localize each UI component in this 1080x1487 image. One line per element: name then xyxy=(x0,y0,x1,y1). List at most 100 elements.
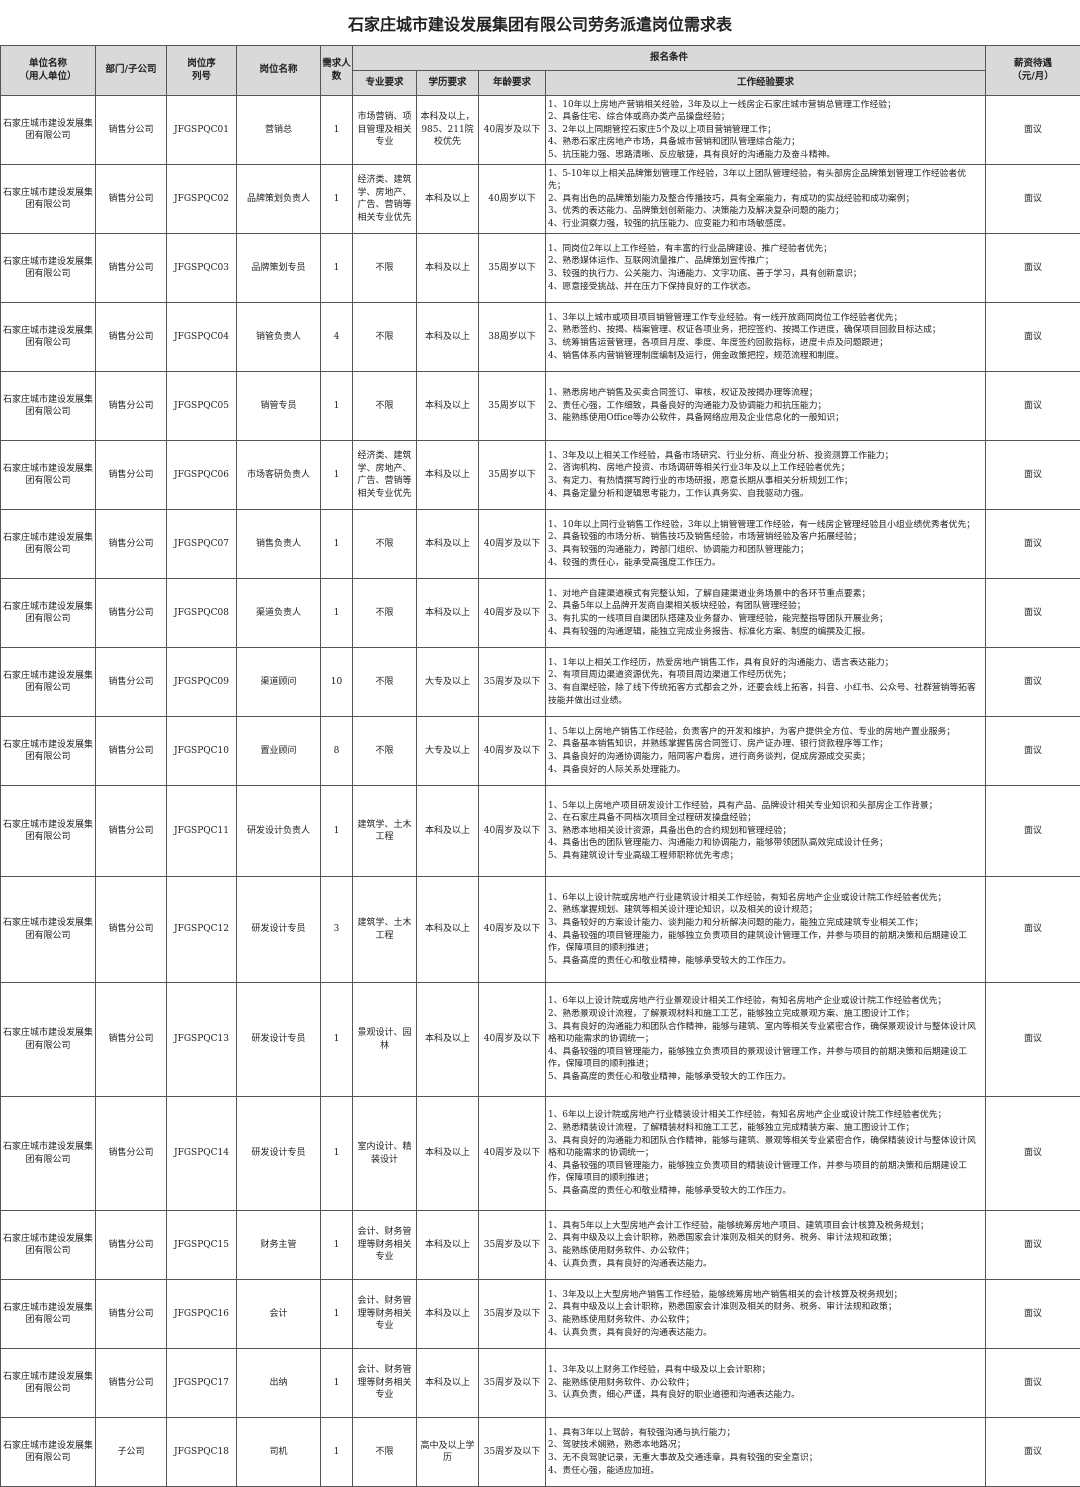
exp-item: 2、咨询机构、房地产投资、市场调研等相关行业3年及以上工作经验者优先； xyxy=(548,462,983,475)
cell-unit: 石家庄城市建设发展集团有限公司 xyxy=(1,441,96,510)
exp-item: 2、具备5年以上品牌开发商自渠相关板块经验，有团队管理经验； xyxy=(548,600,983,613)
exp-item: 1、1年以上相关工作经历，热爱房地产销售工作，具有良好的沟通能力、语言表达能力； xyxy=(548,657,983,670)
cell-major: 不限 xyxy=(353,234,417,303)
exp-item: 3、具备较好的方案设计能力、谈判能力和分析解决问题的能力，能独立完成建筑专业相关… xyxy=(548,917,983,930)
exp-item: 3、能熟练使用财务软件、办公软件； xyxy=(548,1245,983,1258)
header-exp: 工作经验要求 xyxy=(546,71,986,96)
cell-position: 研发设计负责人 xyxy=(237,786,321,877)
exp-item: 2、具有出色的品牌策划能力及整合传播技巧，具有全案能力，有成功的实战经验和成功案… xyxy=(548,193,983,206)
cell-edu: 本科及以上 xyxy=(417,303,479,372)
cell-dept: 销售分公司 xyxy=(96,96,167,165)
cell-unit: 石家庄城市建设发展集团有限公司 xyxy=(1,1211,96,1280)
cell-unit: 石家庄城市建设发展集团有限公司 xyxy=(1,1097,96,1211)
cell-position: 出纳 xyxy=(237,1349,321,1418)
cell-position: 销管负责人 xyxy=(237,303,321,372)
exp-item: 1、5年以上房地产项目研发设计工作经验，具有产品、品牌设计相关专业知识和头部房企… xyxy=(548,800,983,813)
cell-code: JFGSPQC12 xyxy=(167,877,237,983)
exp-item: 2、能熟练使用财务软件、办公软件； xyxy=(548,1377,983,1390)
exp-item: 3、有自渠经验，除了线下传统拓客方式都会之外，还要会线上拓客，抖音、小红书、公众… xyxy=(548,682,983,707)
cell-exp: 1、具有3年以上驾龄，有较强沟通与执行能力；2、驾驶技术娴熟，熟悉本地路况；3、… xyxy=(546,1418,986,1487)
cell-major: 室内设计、精装设计 xyxy=(353,1097,417,1211)
header-position: 岗位名称 xyxy=(237,46,321,96)
cell-age: 35周岁以下 xyxy=(479,372,546,441)
cell-code: JFGSPQC06 xyxy=(167,441,237,510)
cell-position: 会计 xyxy=(237,1280,321,1349)
cell-edu: 本科及以上 xyxy=(417,877,479,983)
cell-exp: 1、6年以上设计院或房地产行业景观设计相关工作经验，有知名房地产企业或设计院工作… xyxy=(546,983,986,1097)
cell-salary: 面议 xyxy=(986,983,1080,1097)
cell-salary: 面议 xyxy=(986,1211,1080,1280)
cell-exp: 1、3年及以上大型房地产销售工作经验，能够统筹房地产销售相关的会计核算及税务规划… xyxy=(546,1280,986,1349)
cell-position: 品牌策划负责人 xyxy=(237,165,321,234)
cell-count: 1 xyxy=(321,1349,353,1418)
exp-item: 4、认真负责，具有良好的沟通表达能力。 xyxy=(548,1258,983,1271)
exp-item: 3、无不良驾驶记录，无重大事故及交通违章，具有较强的安全意识； xyxy=(548,1452,983,1465)
cell-count: 1 xyxy=(321,1280,353,1349)
cell-exp: 1、10年以上同行业销售工作经验，3年以上销管管理工作经验，有一线房企管理经验且… xyxy=(546,510,986,579)
cell-code: JFGSPQC01 xyxy=(167,96,237,165)
cell-major: 建筑学、土木工程 xyxy=(353,786,417,877)
exp-item: 3、能熟练使用财务软件、办公软件； xyxy=(548,1314,983,1327)
cell-dept: 销售分公司 xyxy=(96,579,167,648)
exp-item: 4、认真负责，具有良好的沟通表达能力。 xyxy=(548,1327,983,1340)
cell-salary: 面议 xyxy=(986,1418,1080,1487)
cell-unit: 石家庄城市建设发展集团有限公司 xyxy=(1,579,96,648)
cell-salary: 面议 xyxy=(986,234,1080,303)
cell-age: 35周岁及以下 xyxy=(479,648,546,717)
cell-position: 营销总 xyxy=(237,96,321,165)
cell-age: 40周岁以下 xyxy=(479,165,546,234)
exp-item: 1、5-10年以上相关品牌策划管理工作经验，3年以上团队管理经验，有头部房企品牌… xyxy=(548,168,983,193)
cell-dept: 销售分公司 xyxy=(96,1280,167,1349)
cell-edu: 本科及以上 xyxy=(417,1211,479,1280)
cell-dept: 销售分公司 xyxy=(96,648,167,717)
cell-major: 不限 xyxy=(353,303,417,372)
cell-count: 1 xyxy=(321,234,353,303)
cell-code: JFGSPQC03 xyxy=(167,234,237,303)
cell-position: 市场客研负责人 xyxy=(237,441,321,510)
exp-item: 3、熟悉本地相关设计资源，具备出色的合约规划和管理经验； xyxy=(548,825,983,838)
cell-exp: 1、同岗位2年以上工作经验，有丰富的行业品牌建设、推广经验者优先；2、熟悉媒体运… xyxy=(546,234,986,303)
exp-item: 3、认真负责，细心严谨，具有良好的职业道德和沟通表达能力。 xyxy=(548,1389,983,1402)
cell-position: 研发设计专员 xyxy=(237,1097,321,1211)
cell-position: 渠道负责人 xyxy=(237,579,321,648)
exp-item: 3、有定力、有热情撰写跨行业的市场研报，愿意长期从事相关分析规划工作； xyxy=(548,475,983,488)
cell-unit: 石家庄城市建设发展集团有限公司 xyxy=(1,96,96,165)
exp-item: 2、具有中级及以上会计职称，熟悉国家会计准则及相关的财务、税务、审计法规和政策； xyxy=(548,1232,983,1245)
cell-salary: 面议 xyxy=(986,579,1080,648)
cell-code: JFGSPQC13 xyxy=(167,983,237,1097)
cell-position: 渠道顾问 xyxy=(237,648,321,717)
cell-count: 3 xyxy=(321,877,353,983)
exp-item: 4、熟悉石家庄房地产市场，具备城市营销和团队管理综合能力； xyxy=(548,136,983,149)
cell-unit: 石家庄城市建设发展集团有限公司 xyxy=(1,510,96,579)
cell-dept: 销售分公司 xyxy=(96,1097,167,1211)
cell-edu: 本科及以上 xyxy=(417,510,479,579)
cell-salary: 面议 xyxy=(986,877,1080,983)
cell-edu: 本科及以上 xyxy=(417,165,479,234)
exp-item: 2、责任心强，工作细致，具备良好的沟通能力及协调能力和抗压能力； xyxy=(548,400,983,413)
cell-salary: 面议 xyxy=(986,1280,1080,1349)
cell-major: 会计、财务管理等财务相关专业 xyxy=(353,1211,417,1280)
cell-unit: 石家庄城市建设发展集团有限公司 xyxy=(1,648,96,717)
exp-item: 3、较强的执行力、公关能力、沟通能力、文字功底、善于学习，具有创新意识； xyxy=(548,268,983,281)
cell-major: 经济类、建筑学、房地产、广告、营销等相关专业优先 xyxy=(353,165,417,234)
cell-salary: 面议 xyxy=(986,510,1080,579)
cell-position: 销管专员 xyxy=(237,372,321,441)
header-dept: 部门/子公司 xyxy=(96,46,167,96)
cell-edu: 本科及以上 xyxy=(417,234,479,303)
exp-item: 4、具备出色的团队管理能力、沟通能力和协调能力，能够带领团队高效完成设计任务； xyxy=(548,837,983,850)
cell-age: 35周岁及以下 xyxy=(479,1211,546,1280)
cell-dept: 销售分公司 xyxy=(96,786,167,877)
exp-item: 2、熟悉精装设计流程，了解精装材料和施工工艺，能够独立完成精装方案、施工图设计工… xyxy=(548,1122,983,1135)
cell-code: JFGSPQC07 xyxy=(167,510,237,579)
cell-unit: 石家庄城市建设发展集团有限公司 xyxy=(1,303,96,372)
cell-age: 35周岁及以下 xyxy=(479,1280,546,1349)
